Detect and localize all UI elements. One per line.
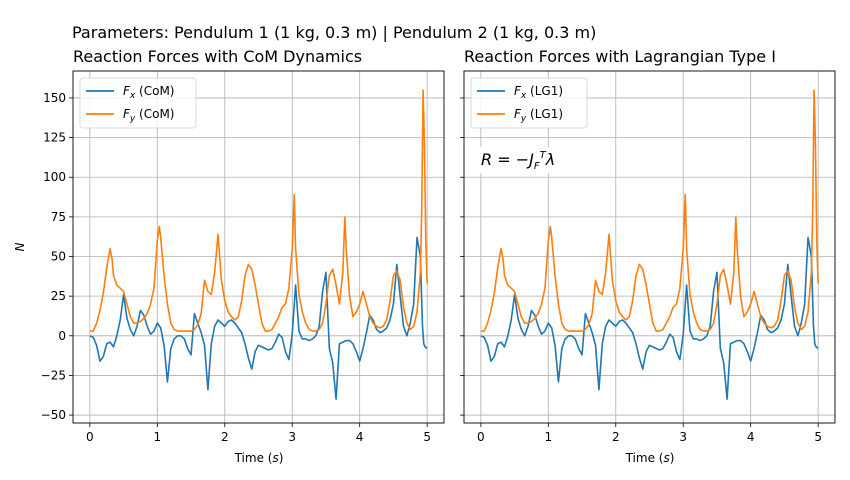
x-tick-label-com-0: 0	[86, 430, 94, 444]
x-tick-label-lagrangian-3: 3	[679, 430, 687, 444]
series-line-com-fx	[89, 236, 428, 401]
annotation-formula-lhs: R	[481, 150, 492, 169]
legend-label-subscript-com-0: x	[129, 91, 136, 101]
annotation-formula-lambda: λ	[545, 150, 555, 169]
series-line-com-fy	[89, 89, 428, 332]
figure-suptitle: Parameters: Pendulum 1 (1 kg, 0.3 m) | P…	[72, 23, 596, 42]
x-axis-label-close-com: )	[279, 451, 284, 465]
legend-label-subscript-com-1: y	[129, 114, 136, 124]
y-tick-label-com-4: 50	[51, 250, 66, 264]
series-line-lagrangian-fy	[480, 89, 819, 332]
chart-panel-lagrangian: Reaction Forces with Lagrangian Type I T…	[460, 47, 836, 465]
legend-label-symbol-com-1: F	[123, 107, 131, 121]
y-axis-label-com: N	[13, 242, 27, 251]
x-tick-label-lagrangian-1: 1	[544, 430, 552, 444]
x-tick-label-com-5: 5	[423, 430, 431, 444]
x-axis-label-text-com: Time (	[234, 451, 273, 465]
legend-com: Fx (CoM)Fy (CoM)	[79, 77, 197, 129]
x-axis-label-com: Time (s)	[234, 451, 284, 465]
y-tick-label-com-0: −50	[41, 408, 66, 422]
legend-label-symbol-lagrangian-1: F	[514, 107, 522, 121]
axes-frame-lagrangian	[463, 70, 836, 424]
chart-panel-com: Reaction Forces with CoM Dynamics N Time…	[13, 47, 445, 465]
x-axis-label-unit-lagrangian: s	[663, 451, 669, 465]
series-line-lagrangian-fx	[480, 236, 819, 401]
legend-label-subscript-lagrangian-0: x	[520, 91, 527, 101]
y-tick-label-com-8: 150	[43, 91, 66, 105]
legend-label-com-0: Fx (CoM)	[123, 84, 175, 101]
legend-label-rest-lagrangian-0: (LG1)	[526, 84, 563, 98]
x-tick-label-com-1: 1	[153, 430, 161, 444]
legend-label-rest-com-0: (CoM)	[135, 84, 174, 98]
annotation-formula-eq: = −	[492, 150, 529, 169]
legend-lagrangian: Fx (LG1)Fy (LG1)	[470, 77, 588, 129]
legend-label-subscript-lagrangian-1: y	[520, 114, 527, 124]
legend-label-com-1: Fy (CoM)	[123, 107, 175, 124]
legend-label-symbol-com-0: F	[123, 84, 131, 98]
x-tick-label-lagrangian-4: 4	[747, 430, 755, 444]
x-tick-label-lagrangian-2: 2	[612, 430, 620, 444]
chart-title-lagrangian: Reaction Forces with Lagrangian Type I	[464, 47, 776, 66]
y-tick-label-com-5: 75	[51, 210, 66, 224]
legend-label-rest-com-1: (CoM)	[135, 107, 174, 121]
x-tick-label-com-3: 3	[288, 430, 296, 444]
annotation-box-lagrangian	[476, 147, 576, 173]
annotation-formula-lagrangian: R = −JFTλ	[481, 150, 555, 172]
x-axis-label-text-lagrangian: Time (	[625, 451, 664, 465]
y-tick-label-com-1: −25	[41, 368, 66, 382]
y-tick-label-com-6: 100	[43, 170, 66, 184]
annotation-formula-sub: F	[534, 161, 540, 172]
chart-title-com: Reaction Forces with CoM Dynamics	[73, 47, 362, 66]
legend-label-lagrangian-0: Fx (LG1)	[514, 84, 563, 101]
x-axis-label-close-lagrangian: )	[670, 451, 675, 465]
y-tick-label-com-2: 0	[58, 329, 66, 343]
legend-label-lagrangian-1: Fy (LG1)	[514, 107, 563, 124]
x-tick-label-com-2: 2	[221, 430, 229, 444]
x-axis-label-lagrangian: Time (s)	[625, 451, 675, 465]
legend-label-rest-lagrangian-1: (LG1)	[526, 107, 563, 121]
x-tick-label-lagrangian-5: 5	[814, 430, 822, 444]
x-axis-label-unit-com: s	[272, 451, 278, 465]
x-tick-label-com-4: 4	[356, 430, 364, 444]
annotation-formula-j: J	[526, 150, 534, 169]
y-tick-label-com-7: 125	[43, 131, 66, 145]
annotation-formula-sup: T	[540, 150, 547, 161]
y-tick-label-com-3: 25	[51, 289, 66, 303]
axes-frame-com	[72, 70, 445, 424]
x-tick-label-lagrangian-0: 0	[477, 430, 485, 444]
legend-label-symbol-lagrangian-0: F	[514, 84, 522, 98]
